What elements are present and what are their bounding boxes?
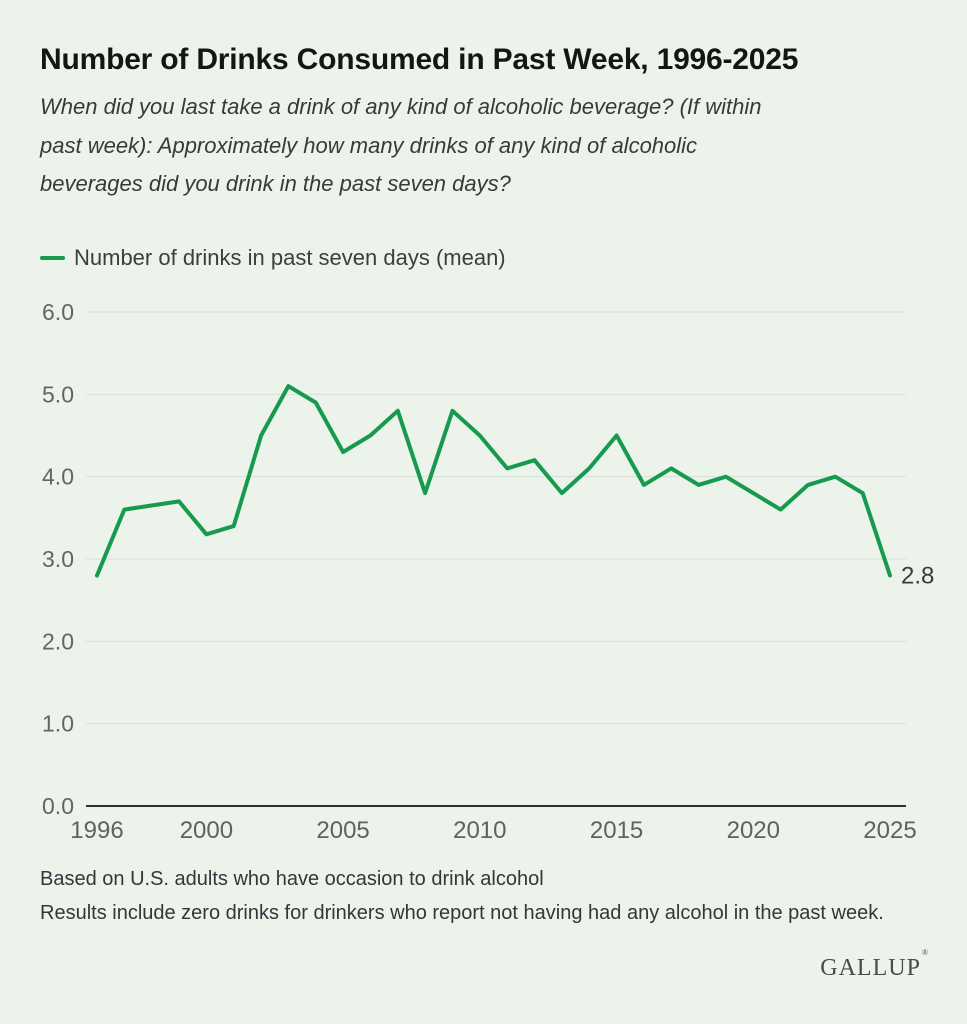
legend-label: Number of drinks in past seven days (mea… bbox=[74, 245, 506, 270]
subtitle-line-2: past week): Approximately how many drink… bbox=[40, 132, 698, 158]
chart-title: Number of Drinks Consumed in Past Week, … bbox=[40, 43, 799, 76]
y-tick-label: 5.0 bbox=[42, 381, 74, 407]
y-tick-label: 6.0 bbox=[42, 299, 74, 325]
gallup-logo-text: GALLUP bbox=[820, 955, 921, 981]
x-tick-label: 2005 bbox=[316, 817, 369, 844]
x-tick-label: 2025 bbox=[863, 817, 916, 844]
gallup-logo: GALLUP® bbox=[820, 949, 928, 981]
trend-line bbox=[95, 384, 892, 578]
x-tick-label: 2010 bbox=[453, 817, 506, 844]
y-tick-label: 4.0 bbox=[42, 464, 74, 490]
x-tick-label: 1996 bbox=[70, 817, 123, 844]
subtitle-line-3: beverages did you drink in the past seve… bbox=[40, 171, 511, 196]
x-tick-label: 2000 bbox=[180, 817, 233, 844]
legend: Number of drinks in past seven days (mea… bbox=[40, 245, 506, 271]
y-tick-label: 3.0 bbox=[42, 546, 74, 572]
legend-line-swatch bbox=[40, 255, 65, 261]
y-tick-label: 2.0 bbox=[42, 628, 74, 654]
x-tick-label: 2020 bbox=[727, 817, 780, 844]
end-value-label: 2.8 bbox=[901, 563, 934, 590]
footnote-method: Results include zero drinks for drinkers… bbox=[40, 902, 884, 924]
x-tick-label: 2015 bbox=[590, 817, 643, 844]
subtitle-line-1: When did you last take a drink of any ki… bbox=[40, 94, 762, 119]
chart-question-subtitle: When did you last take a drink of any ki… bbox=[40, 88, 762, 204]
trademark-icon: ® bbox=[921, 948, 928, 957]
y-tick-label: 0.0 bbox=[42, 793, 74, 819]
y-tick-label: 1.0 bbox=[42, 711, 74, 737]
footnote-population: Based on U.S. adults who have occasion t… bbox=[40, 868, 544, 890]
